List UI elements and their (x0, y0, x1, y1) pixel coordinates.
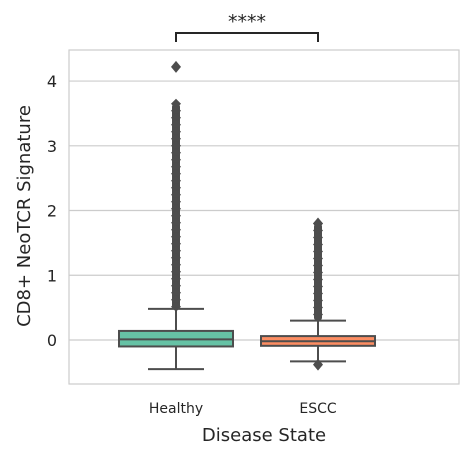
y-axis-title: CD8+ NeoTCR Signature (14, 105, 35, 327)
outlier-point (171, 252, 181, 263)
outlier-point (171, 245, 181, 256)
significance-bracket (175, 32, 319, 42)
outlier-point (171, 203, 181, 214)
outlier-point (313, 232, 323, 243)
outlier-point (171, 196, 181, 207)
outlier-point (313, 260, 323, 271)
outlier-point (171, 210, 181, 221)
outlier-point (171, 140, 181, 151)
plot-frame (68, 49, 460, 385)
outlier-point (171, 259, 181, 270)
y-tick-label: 2 (47, 202, 57, 221)
outlier-point (171, 273, 181, 284)
outlier-point (313, 267, 323, 278)
outlier-point-top (171, 60, 181, 73)
y-tick-label: 4 (47, 72, 57, 91)
box-healthy (118, 60, 234, 371)
outlier-point (171, 224, 181, 235)
grid-lines (69, 80, 459, 341)
outlier-point-top (313, 217, 323, 230)
significance-annotation: **** (175, 11, 319, 42)
outlier-point (171, 266, 181, 277)
outlier-point (313, 281, 323, 292)
outlier-point (171, 126, 181, 137)
outlier-point (313, 309, 323, 320)
outlier-point (171, 154, 181, 165)
outlier-point (171, 133, 181, 144)
outlier-point (171, 119, 181, 130)
y-axis-ticks: 0 1 2 3 4 (47, 72, 57, 350)
outlier-point (171, 217, 181, 228)
outlier-point (313, 225, 323, 236)
outlier-point (313, 302, 323, 313)
significance-label: **** (228, 11, 266, 33)
y-tick-label: 0 (47, 331, 57, 350)
outlier-point (171, 238, 181, 249)
box-escc (260, 217, 376, 371)
x-axis-ticks: Healthy ESCC (149, 401, 337, 417)
outlier-point (171, 147, 181, 158)
outlier-point (313, 239, 323, 250)
outlier-point (313, 253, 323, 264)
outlier-point (313, 288, 323, 299)
outlier-point (171, 294, 181, 305)
x-axis-title: Disease State (202, 425, 326, 446)
x-tick-label: Healthy (149, 401, 203, 417)
x-tick-label: ESCC (299, 401, 337, 417)
outlier-point (171, 175, 181, 186)
outlier-point (171, 168, 181, 179)
outlier-point (171, 161, 181, 172)
outlier-point (171, 287, 181, 298)
outlier-point (171, 112, 181, 123)
outlier-point (313, 295, 323, 306)
outlier-point (313, 246, 323, 257)
outlier-point (171, 189, 181, 200)
outlier-point (171, 231, 181, 242)
boxes (118, 60, 376, 371)
outlier-point (313, 274, 323, 285)
outlier-point (171, 98, 181, 109)
outlier-point (171, 105, 181, 116)
y-tick-label: 3 (47, 137, 57, 156)
outlier-point (171, 280, 181, 291)
outlier-point (171, 182, 181, 193)
y-tick-label: 1 (47, 266, 57, 285)
